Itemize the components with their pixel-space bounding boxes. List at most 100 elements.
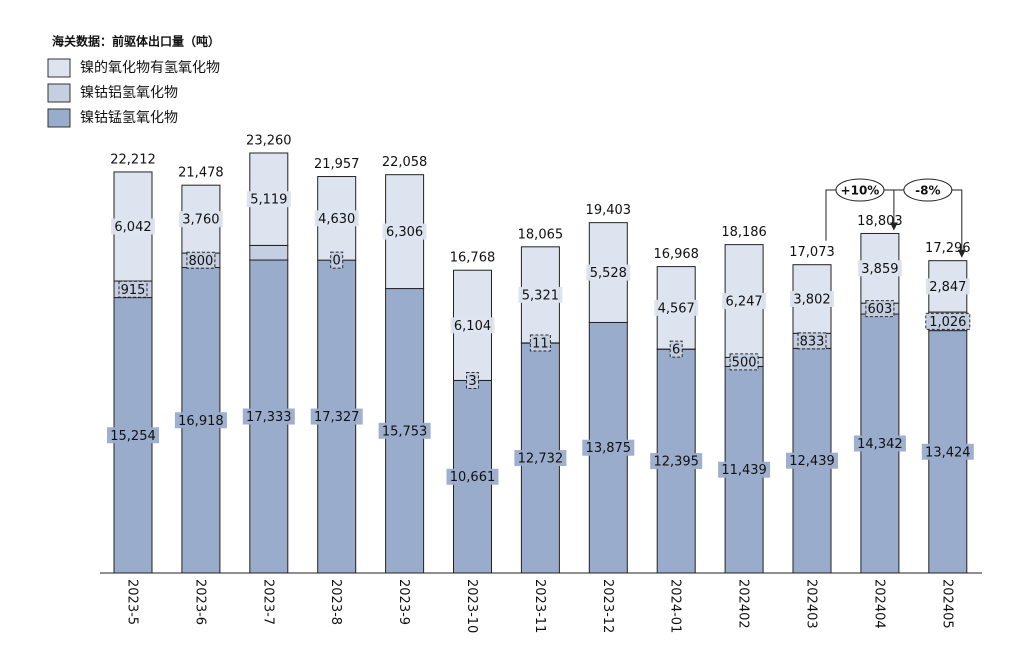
legend-label: 镍钴铝氢氧化物 [80, 85, 178, 101]
legend-swatch [47, 83, 71, 103]
value-label-bg [925, 278, 970, 295]
total-label: 21,478 [178, 166, 224, 181]
value-label: 800 [188, 254, 213, 269]
arrow-head [889, 222, 898, 231]
x-tick-label: 2023-9 [396, 579, 411, 625]
legend-label: 镍的氧化物有氢氧化物 [80, 60, 220, 76]
value-label: 6,042 [114, 220, 151, 235]
value-label-bg [650, 453, 703, 470]
value-label-bg [921, 443, 974, 460]
value-label-bg [529, 334, 551, 352]
value-label-bg [654, 299, 699, 316]
total-label: 23,260 [246, 134, 292, 149]
value-label: 5,321 [522, 288, 559, 303]
annotation-bubble [903, 178, 953, 202]
value-label: 11,439 [721, 463, 767, 478]
legend-label: 镍钴锰氢氧化物 [80, 110, 178, 126]
value-label: 12,439 [789, 454, 835, 469]
value-label-bg [242, 408, 295, 425]
value-label-bg [186, 251, 216, 269]
value-label: 12,732 [518, 452, 564, 467]
x-tick-label: 202402 [736, 579, 751, 629]
total-label: 18,803 [857, 214, 903, 229]
value-label: 0 [333, 254, 341, 269]
value-label: 15,254 [110, 429, 156, 444]
value-label: 10,661 [450, 470, 496, 485]
value-label: 15,753 [382, 424, 428, 439]
value-label: 6,306 [386, 225, 423, 240]
value-label: 17,333 [246, 410, 292, 425]
value-label: 3,802 [793, 293, 830, 308]
value-label-bg [865, 300, 895, 318]
value-label-bg [514, 450, 567, 467]
bar-segment [249, 244, 289, 261]
value-label-bg [669, 340, 683, 358]
value-label-bg [178, 211, 223, 228]
value-label: 16,918 [178, 414, 224, 429]
value-label: 3,760 [182, 213, 219, 228]
total-label: 22,212 [110, 152, 156, 167]
total-label: 18,186 [721, 225, 767, 240]
value-label-bg [786, 452, 838, 469]
value-label: 13,875 [586, 441, 632, 456]
value-label: 915 [121, 283, 146, 298]
x-tick-label: 2023-12 [600, 579, 615, 633]
value-label-bg [450, 317, 495, 334]
legend-swatch [47, 58, 71, 78]
value-label-bg [853, 435, 906, 452]
value-label-bg [107, 427, 159, 444]
x-tick-label: 2023-8 [328, 579, 343, 625]
legend-swatch [47, 108, 71, 128]
x-tick-label: 202404 [871, 579, 886, 629]
value-label: 3 [468, 374, 476, 389]
total-label: 16,968 [653, 247, 699, 262]
value-label-bg [582, 439, 635, 456]
value-label-bg [246, 191, 291, 208]
value-label-bg [111, 218, 155, 235]
value-label: 603 [867, 302, 892, 317]
value-label: 17,327 [314, 410, 360, 425]
total-label: 19,403 [586, 203, 632, 218]
value-label-bg [378, 422, 431, 439]
value-label: 11 [532, 337, 549, 352]
x-tick-label: 2024-01 [668, 579, 683, 633]
value-label-bg [466, 371, 479, 389]
value-label-bg [382, 223, 427, 240]
annotation-bubble [835, 178, 885, 202]
value-label: 12,395 [653, 455, 699, 470]
x-tick-label: 2023-7 [260, 579, 275, 625]
chart-title: 海关数据：前驱体出口量（吨） [52, 34, 220, 49]
value-label-bg [729, 353, 759, 371]
value-label-bg [925, 312, 971, 330]
value-label-bg [314, 210, 359, 227]
value-label: 1,026 [929, 315, 966, 330]
value-label: 6,247 [725, 295, 762, 310]
value-label-bg [722, 293, 767, 310]
x-tick-label: 2023-5 [125, 579, 140, 625]
value-label-bg [586, 264, 631, 281]
value-label: 2,847 [929, 280, 966, 295]
value-label-bg [718, 461, 771, 478]
value-label-bg [518, 286, 563, 303]
value-label-bg [310, 408, 363, 425]
value-label: 14,342 [857, 437, 903, 452]
value-label: 3,859 [861, 262, 898, 277]
value-label: 4,567 [658, 301, 695, 316]
value-label-bg [446, 468, 499, 485]
x-tick-label: 2023-11 [532, 579, 547, 633]
arrow-head [957, 249, 966, 258]
total-label: 17,296 [925, 241, 971, 256]
value-label: 13,424 [925, 445, 971, 460]
value-label-bg [174, 412, 227, 429]
value-label-bg [797, 332, 827, 350]
total-label: 21,957 [314, 157, 360, 172]
value-label: 500 [732, 355, 757, 370]
x-tick-label: 2023-6 [192, 579, 207, 625]
value-label: 5,528 [590, 266, 627, 281]
value-label: 4,630 [318, 212, 355, 227]
value-label: 833 [800, 334, 825, 349]
value-label-bg [118, 280, 148, 298]
x-tick-label: 2023-10 [464, 579, 479, 633]
value-label: 5,119 [250, 193, 287, 208]
